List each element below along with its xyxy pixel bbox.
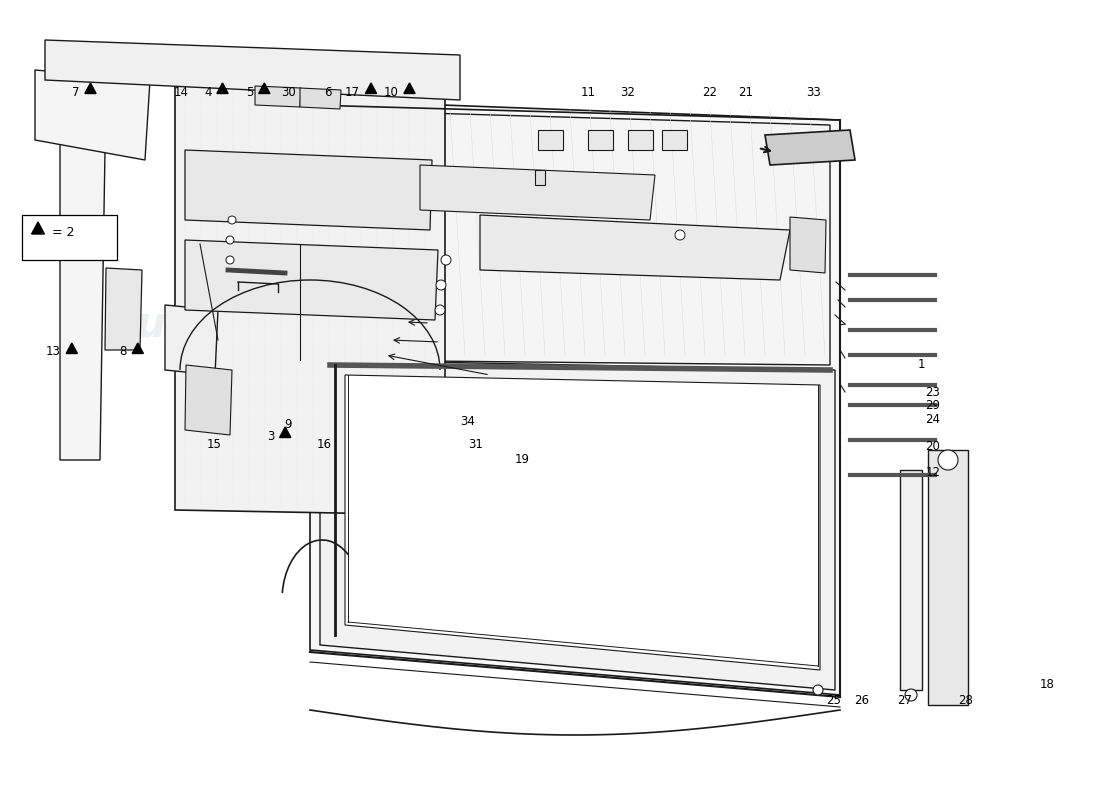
- Circle shape: [441, 255, 451, 265]
- Text: 27: 27: [896, 694, 912, 706]
- Polygon shape: [85, 83, 96, 94]
- Text: 15: 15: [207, 438, 222, 450]
- Text: 33: 33: [806, 86, 822, 98]
- Polygon shape: [279, 427, 290, 438]
- Polygon shape: [35, 70, 150, 160]
- Polygon shape: [104, 268, 142, 350]
- Polygon shape: [404, 83, 415, 94]
- Bar: [22, 215, 117, 260]
- Polygon shape: [255, 86, 301, 107]
- Text: 7: 7: [72, 86, 79, 98]
- Text: 24: 24: [925, 413, 940, 426]
- Polygon shape: [185, 365, 232, 435]
- Text: 25: 25: [826, 694, 842, 706]
- Text: 21: 21: [738, 86, 754, 98]
- Text: 10: 10: [384, 86, 398, 98]
- Polygon shape: [365, 83, 376, 94]
- Polygon shape: [324, 110, 830, 365]
- Text: 20: 20: [925, 440, 940, 453]
- Circle shape: [905, 689, 917, 701]
- Bar: [928, 450, 968, 705]
- Polygon shape: [175, 70, 446, 515]
- Text: 31: 31: [468, 438, 483, 450]
- Text: 26: 26: [854, 694, 869, 706]
- Bar: [538, 130, 563, 150]
- Polygon shape: [790, 217, 826, 273]
- Text: 34: 34: [460, 415, 475, 428]
- Text: 9: 9: [285, 418, 292, 430]
- Text: 11: 11: [581, 86, 596, 98]
- Text: eurospares: eurospares: [109, 304, 372, 346]
- Circle shape: [434, 305, 446, 315]
- Polygon shape: [32, 222, 44, 234]
- Polygon shape: [45, 40, 460, 100]
- Polygon shape: [258, 83, 270, 94]
- Circle shape: [436, 280, 446, 290]
- Text: 16: 16: [317, 438, 332, 450]
- Text: 18: 18: [1040, 678, 1055, 690]
- Circle shape: [938, 450, 958, 470]
- Bar: [628, 130, 653, 150]
- Text: 5: 5: [246, 86, 253, 98]
- Text: 12: 12: [925, 466, 940, 478]
- Text: 19: 19: [515, 454, 530, 466]
- Circle shape: [675, 230, 685, 240]
- Circle shape: [226, 236, 234, 244]
- Polygon shape: [217, 83, 228, 94]
- Polygon shape: [480, 215, 790, 280]
- Text: 6: 6: [324, 86, 331, 98]
- Text: 28: 28: [958, 694, 974, 706]
- Text: 13: 13: [46, 346, 60, 358]
- Circle shape: [228, 216, 236, 224]
- Polygon shape: [764, 130, 855, 165]
- Text: eurospares: eurospares: [551, 372, 789, 408]
- Polygon shape: [60, 135, 104, 460]
- Polygon shape: [185, 150, 432, 230]
- Polygon shape: [345, 375, 820, 670]
- Polygon shape: [310, 100, 840, 695]
- Polygon shape: [420, 165, 654, 220]
- Text: 17: 17: [345, 86, 360, 98]
- Circle shape: [226, 256, 234, 264]
- Polygon shape: [66, 343, 77, 354]
- Polygon shape: [300, 88, 341, 109]
- Text: 3: 3: [267, 430, 274, 442]
- Text: 32: 32: [620, 86, 636, 98]
- Text: 23: 23: [925, 386, 940, 398]
- Polygon shape: [320, 360, 835, 690]
- Text: 4: 4: [204, 86, 211, 98]
- Text: 1: 1: [918, 358, 925, 370]
- Text: 30: 30: [280, 86, 296, 98]
- Bar: [535, 170, 544, 185]
- Circle shape: [813, 685, 823, 695]
- Polygon shape: [132, 343, 143, 354]
- Bar: [900, 470, 922, 690]
- Text: = 2: = 2: [52, 226, 75, 238]
- Text: 22: 22: [702, 86, 717, 98]
- Polygon shape: [165, 305, 218, 375]
- Text: 14: 14: [174, 86, 189, 98]
- Bar: [662, 130, 688, 150]
- Text: 8: 8: [120, 346, 127, 358]
- Polygon shape: [185, 240, 438, 320]
- Bar: [588, 130, 613, 150]
- Text: 29: 29: [925, 399, 940, 412]
